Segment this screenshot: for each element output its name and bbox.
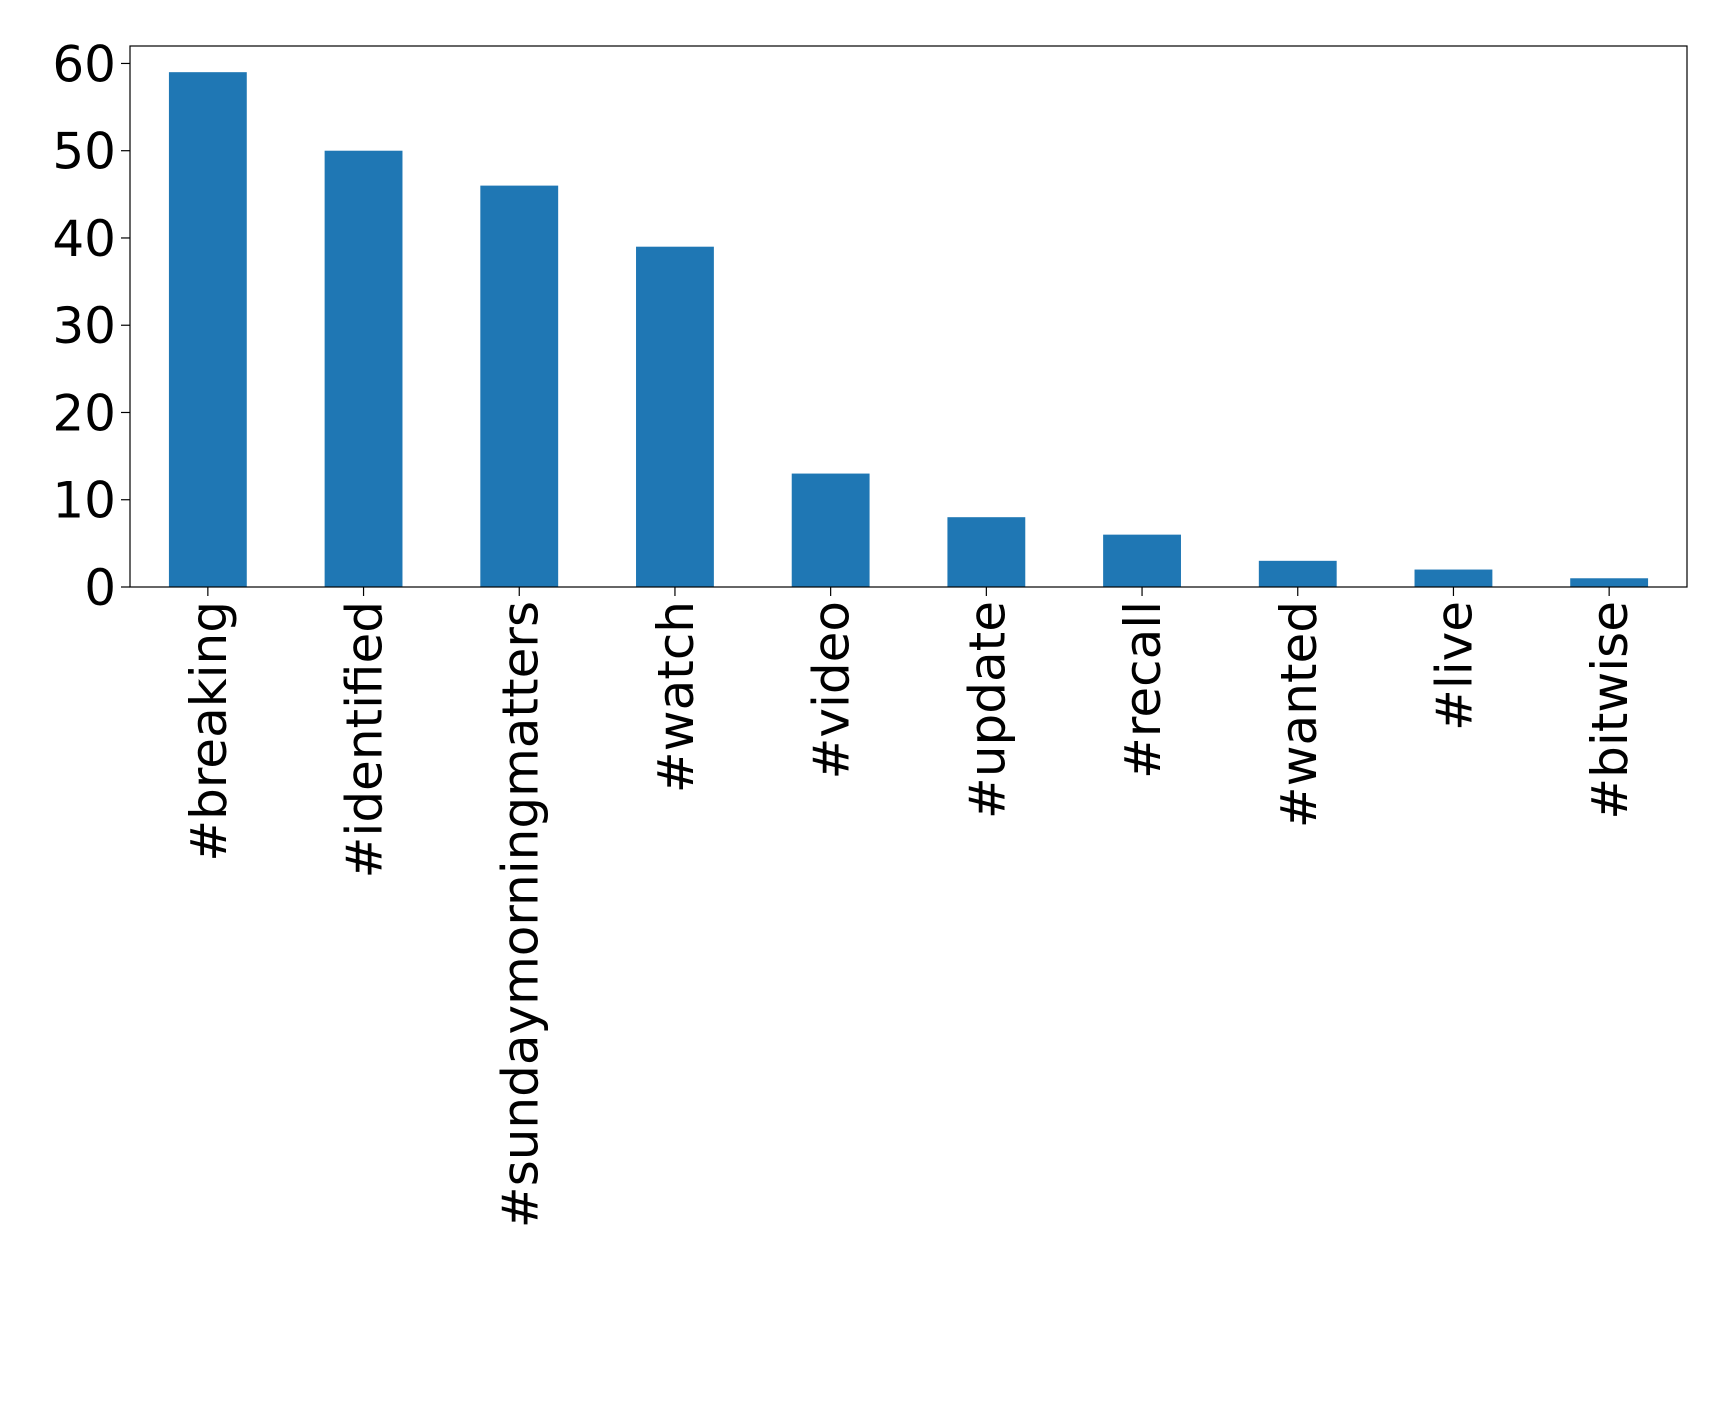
x-tick-label: #video <box>803 601 861 779</box>
y-tick-label: 20 <box>52 384 116 442</box>
bar <box>947 517 1026 587</box>
bar <box>480 185 559 587</box>
bar <box>168 72 247 587</box>
x-tick-label: #wanted <box>1270 601 1328 828</box>
bar <box>1570 578 1649 587</box>
y-tick-label: 10 <box>52 472 116 530</box>
bar <box>1103 534 1181 587</box>
x-tick-label: #bitwise <box>1581 601 1639 820</box>
y-tick-label: 30 <box>52 297 116 355</box>
x-tick-label: #breaking <box>180 601 238 862</box>
bar <box>791 473 870 587</box>
bar <box>324 150 403 588</box>
y-tick-label: 50 <box>52 123 116 181</box>
bar <box>636 246 714 587</box>
bar <box>1414 569 1493 587</box>
y-tick-label: 0 <box>84 559 116 617</box>
y-tick-label: 40 <box>52 210 116 268</box>
x-tick-label: #recall <box>1114 601 1172 779</box>
y-tick-label: 60 <box>52 35 116 93</box>
x-tick-label: #watch <box>647 601 705 793</box>
x-tick-label: #update <box>958 601 1016 819</box>
x-tick-label: #live <box>1425 601 1483 731</box>
x-tick-label: #identified <box>336 601 394 878</box>
x-tick-label: #sundaymorningmatters <box>491 601 549 1228</box>
plot-frame <box>129 45 1688 588</box>
bar <box>1258 560 1337 587</box>
